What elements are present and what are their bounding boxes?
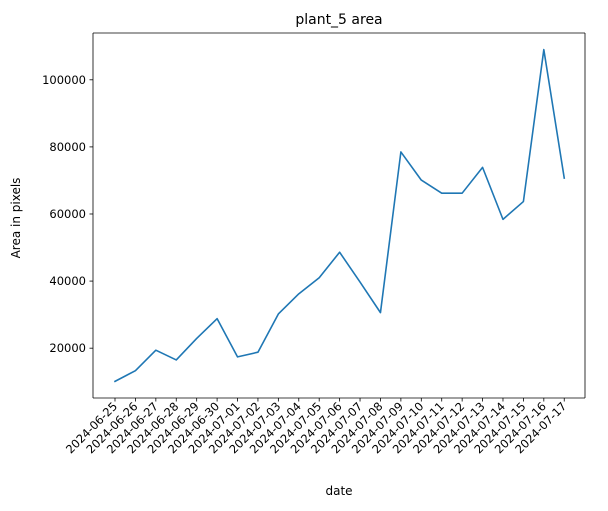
- y-tick-label: 60000: [49, 207, 86, 221]
- y-tick-label: 80000: [49, 140, 86, 154]
- x-axis-label: date: [325, 484, 352, 498]
- y-axis-label: Area in pixels: [9, 178, 23, 259]
- series-line: [113, 48, 566, 383]
- chart-title: plant_5 area: [295, 12, 382, 28]
- y-tick-label: 40000: [49, 274, 86, 288]
- y-tick-label: 100000: [42, 73, 86, 87]
- y-tick-label: 20000: [49, 341, 86, 355]
